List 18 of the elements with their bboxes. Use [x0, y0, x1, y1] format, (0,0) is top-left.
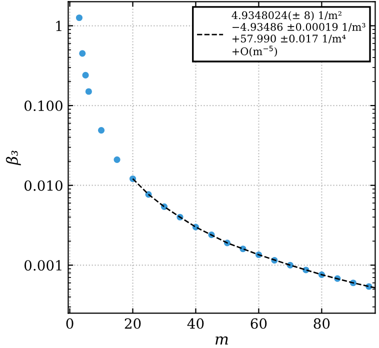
x-axis-title: m: [216, 336, 228, 344]
x-tick-label: 40: [187, 318, 204, 329]
y-tick-label: 0.001: [24, 260, 62, 271]
point: [82, 72, 89, 79]
point: [79, 50, 86, 57]
y-tick-label: 0.100: [24, 100, 62, 112]
point: [114, 156, 120, 163]
x-tick-label: 80: [314, 318, 330, 329]
y-axis-title: β₃: [6, 150, 21, 166]
y-tick-label: 1: [56, 20, 62, 32]
point: [85, 88, 92, 95]
point: [98, 126, 105, 134]
x-tick-label: 20: [124, 318, 141, 329]
x-tick-label: 60: [250, 318, 267, 329]
point: [76, 14, 83, 22]
x-tick-label: 0: [66, 318, 74, 329]
legend-label: 4.9348024(± 8) 1/m² −4.93486 ±0.00019 1/m³ +57.990 ±0.017 1/m⁴ +O(m$^{−5}$): [232, 11, 366, 57]
y-tick-label: 0.010: [24, 180, 62, 191]
